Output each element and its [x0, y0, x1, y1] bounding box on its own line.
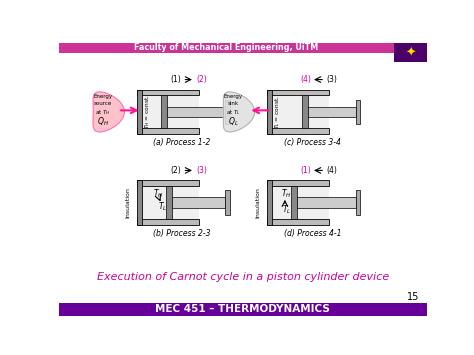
Bar: [226, 190, 230, 215]
Text: (b) Process 2-3: (b) Process 2-3: [153, 229, 211, 238]
Bar: [59, 43, 427, 53]
Text: 15: 15: [407, 292, 419, 302]
Bar: [267, 180, 329, 186]
Bar: [137, 180, 142, 225]
Text: (d) Process 4-1: (d) Process 4-1: [283, 229, 341, 238]
Bar: [267, 180, 273, 225]
Text: $T_L$ = const.: $T_L$ = const.: [273, 95, 283, 129]
Bar: [137, 219, 199, 225]
Bar: [394, 43, 427, 62]
Text: (2): (2): [196, 75, 207, 84]
Text: (a) Process 1-2: (a) Process 1-2: [154, 138, 211, 147]
Bar: [267, 89, 329, 95]
Text: (3): (3): [327, 75, 337, 84]
Text: Insulation: Insulation: [255, 187, 260, 218]
Text: (3): (3): [196, 166, 207, 175]
Text: $T_H$: $T_H$: [281, 187, 292, 200]
Text: Energy
sink
at $T_L$: Energy sink at $T_L$: [223, 94, 242, 117]
Bar: [137, 89, 199, 95]
Text: Faculty of Mechanical Engineering, UiTM: Faculty of Mechanical Engineering, UiTM: [134, 44, 318, 53]
Bar: [59, 303, 427, 316]
Bar: [142, 95, 199, 129]
Bar: [356, 99, 360, 124]
Text: MEC 451 – THERMODYNAMICS: MEC 451 – THERMODYNAMICS: [155, 304, 330, 315]
Bar: [302, 95, 308, 129]
Bar: [137, 129, 199, 134]
Bar: [308, 106, 356, 117]
Text: (c) Process 3-4: (c) Process 3-4: [284, 138, 341, 147]
Bar: [267, 129, 329, 134]
Bar: [161, 95, 166, 129]
Text: (4): (4): [300, 75, 311, 84]
Bar: [166, 186, 172, 219]
Bar: [137, 89, 142, 134]
Text: (4): (4): [327, 166, 337, 175]
Bar: [273, 95, 329, 129]
Text: $T_H$ = const.: $T_H$ = const.: [143, 94, 152, 129]
Text: $T_L$: $T_L$: [282, 203, 291, 216]
Text: $Q_L$: $Q_L$: [228, 116, 238, 128]
Text: $T_H$: $T_H$: [153, 187, 163, 200]
Bar: [137, 180, 199, 186]
Bar: [142, 186, 199, 219]
Text: Energy
source
at $T_H$: Energy source at $T_H$: [93, 94, 112, 117]
Text: (2): (2): [170, 166, 181, 175]
Text: $T_L$: $T_L$: [158, 201, 167, 213]
Bar: [291, 186, 297, 219]
Bar: [226, 99, 230, 124]
Text: (1): (1): [301, 166, 311, 175]
Text: Insulation: Insulation: [125, 187, 130, 218]
Polygon shape: [93, 92, 124, 132]
Polygon shape: [223, 92, 255, 132]
Bar: [267, 219, 329, 225]
Text: ✦: ✦: [405, 46, 416, 59]
Bar: [273, 186, 329, 219]
Bar: [356, 190, 360, 215]
Bar: [297, 197, 356, 208]
Bar: [166, 106, 226, 117]
Text: (1): (1): [170, 75, 181, 84]
Text: Execution of Carnot cycle in a piston cylinder device: Execution of Carnot cycle in a piston cy…: [97, 272, 389, 283]
Text: $Q_H$: $Q_H$: [97, 116, 109, 128]
Bar: [172, 197, 226, 208]
Bar: [267, 89, 273, 134]
